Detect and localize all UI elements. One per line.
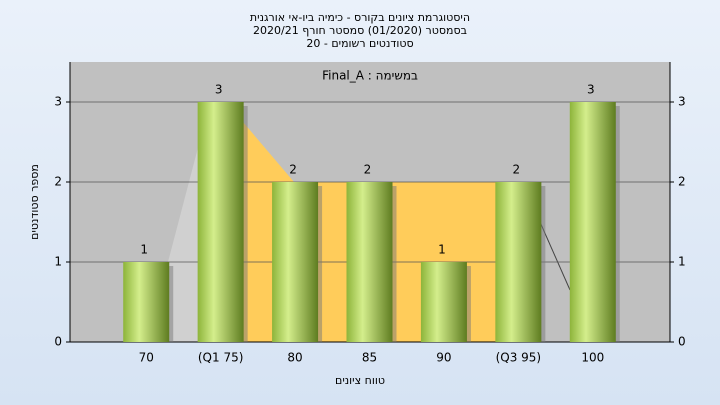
bar xyxy=(569,102,616,342)
x-tick-label: (Q1 75) xyxy=(198,351,244,365)
x-tick-label: 80 xyxy=(287,351,302,365)
y-axis-label: מספר סטודנטים xyxy=(28,164,41,240)
bar xyxy=(123,262,170,342)
annotation: Final_A : במשימה xyxy=(322,69,418,83)
x-tick-label: 85 xyxy=(362,351,377,365)
data-label: 3 xyxy=(215,83,223,97)
subtitle: סטודנטים רשומים - 20 xyxy=(306,37,413,50)
bar xyxy=(420,262,467,342)
subtitle: בסמסטר (01/2020) סמסטר חורף 2020/21 xyxy=(253,24,467,37)
bar xyxy=(346,182,393,342)
range-area xyxy=(168,140,200,342)
bar xyxy=(495,182,542,342)
y2-tick-label: 2 xyxy=(678,175,686,189)
data-label: 2 xyxy=(513,163,521,177)
y-tick-label: 2 xyxy=(54,175,62,189)
data-label: 1 xyxy=(140,243,148,257)
y-tick-label: 3 xyxy=(54,95,62,109)
y-tick-label: 0 xyxy=(54,335,62,349)
y2-tick-label: 3 xyxy=(678,95,686,109)
data-label: 3 xyxy=(587,83,595,97)
data-label: 2 xyxy=(289,163,297,177)
x-tick-label: (Q3 95) xyxy=(496,351,542,365)
data-label: 2 xyxy=(364,163,372,177)
x-axis-label: טווח ציונים xyxy=(335,374,385,387)
y2-tick-label: 0 xyxy=(678,335,686,349)
bar xyxy=(272,182,319,342)
data-label: 1 xyxy=(438,243,446,257)
chart-title: היסטוגרמת ציונים בקורס - כימיה ביו-אי או… xyxy=(250,11,470,24)
y-tick-label: 1 xyxy=(54,255,62,269)
x-tick-label: 90 xyxy=(436,351,451,365)
x-tick-label: 70 xyxy=(139,351,154,365)
x-tick-label: 100 xyxy=(581,351,604,365)
bar xyxy=(197,102,244,342)
y2-tick-label: 1 xyxy=(678,255,686,269)
